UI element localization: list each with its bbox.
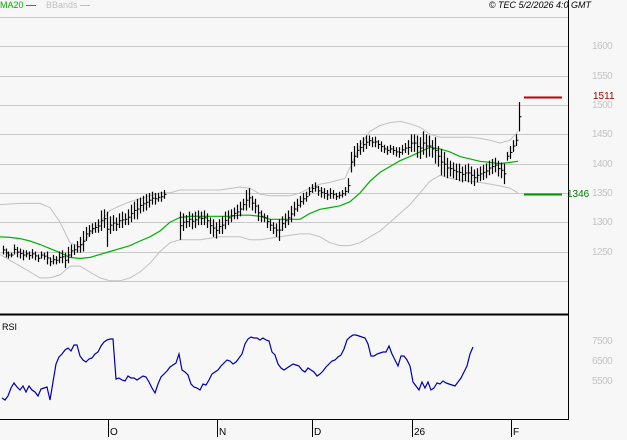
ma20-line	[0, 146, 519, 260]
y-axis-label: 1400	[592, 158, 613, 170]
x-axis-label: D	[314, 427, 322, 438]
rsi-panel-label: RSI	[2, 322, 18, 332]
x-axis-label: F	[513, 427, 520, 438]
y-axis-label: 1550	[592, 70, 613, 82]
rsi-series	[1, 334, 474, 401]
y-axis-label: 1600	[592, 41, 613, 53]
x-axis-label: 26	[414, 427, 426, 438]
support-label: 1346	[567, 189, 590, 200]
x-axis-label: N	[219, 427, 227, 438]
legend-bbands-swatch	[79, 5, 90, 7]
x-axis-ticks	[108, 420, 512, 437]
resistance-label: 1511	[593, 91, 615, 102]
rsi-axis-label: 5500	[592, 376, 613, 387]
copyright-timestamp: © TEC 5/2/2026 4:0 GMT	[488, 0, 591, 10]
rsi-axis-label: 7500	[592, 336, 613, 347]
ma20	[0, 146, 519, 260]
bb-upper	[0, 120, 519, 248]
bollinger-bands	[0, 120, 519, 282]
x-axis-label: O	[110, 427, 118, 438]
legend-ma20: MA20	[0, 0, 36, 10]
bb-lower	[0, 174, 519, 282]
rsi-line	[1, 334, 474, 401]
y-axis-label: 1500	[592, 100, 613, 111]
y-axis-label: 1250	[592, 246, 613, 258]
chart-legend: MA20 BBands	[0, 0, 90, 11]
legend-bbands: BBands	[46, 0, 90, 10]
rsi-axis-label: 6500	[592, 356, 613, 367]
support-resistance-lines	[524, 96, 562, 196]
price-gridlines	[0, 17, 568, 282]
y-axis-label: 1300	[592, 217, 613, 229]
price-bars	[2, 102, 522, 268]
y-axis-label: 1450	[592, 129, 613, 141]
y-axis-label: 1350	[592, 187, 613, 199]
legend-ma20-swatch	[25, 5, 36, 7]
